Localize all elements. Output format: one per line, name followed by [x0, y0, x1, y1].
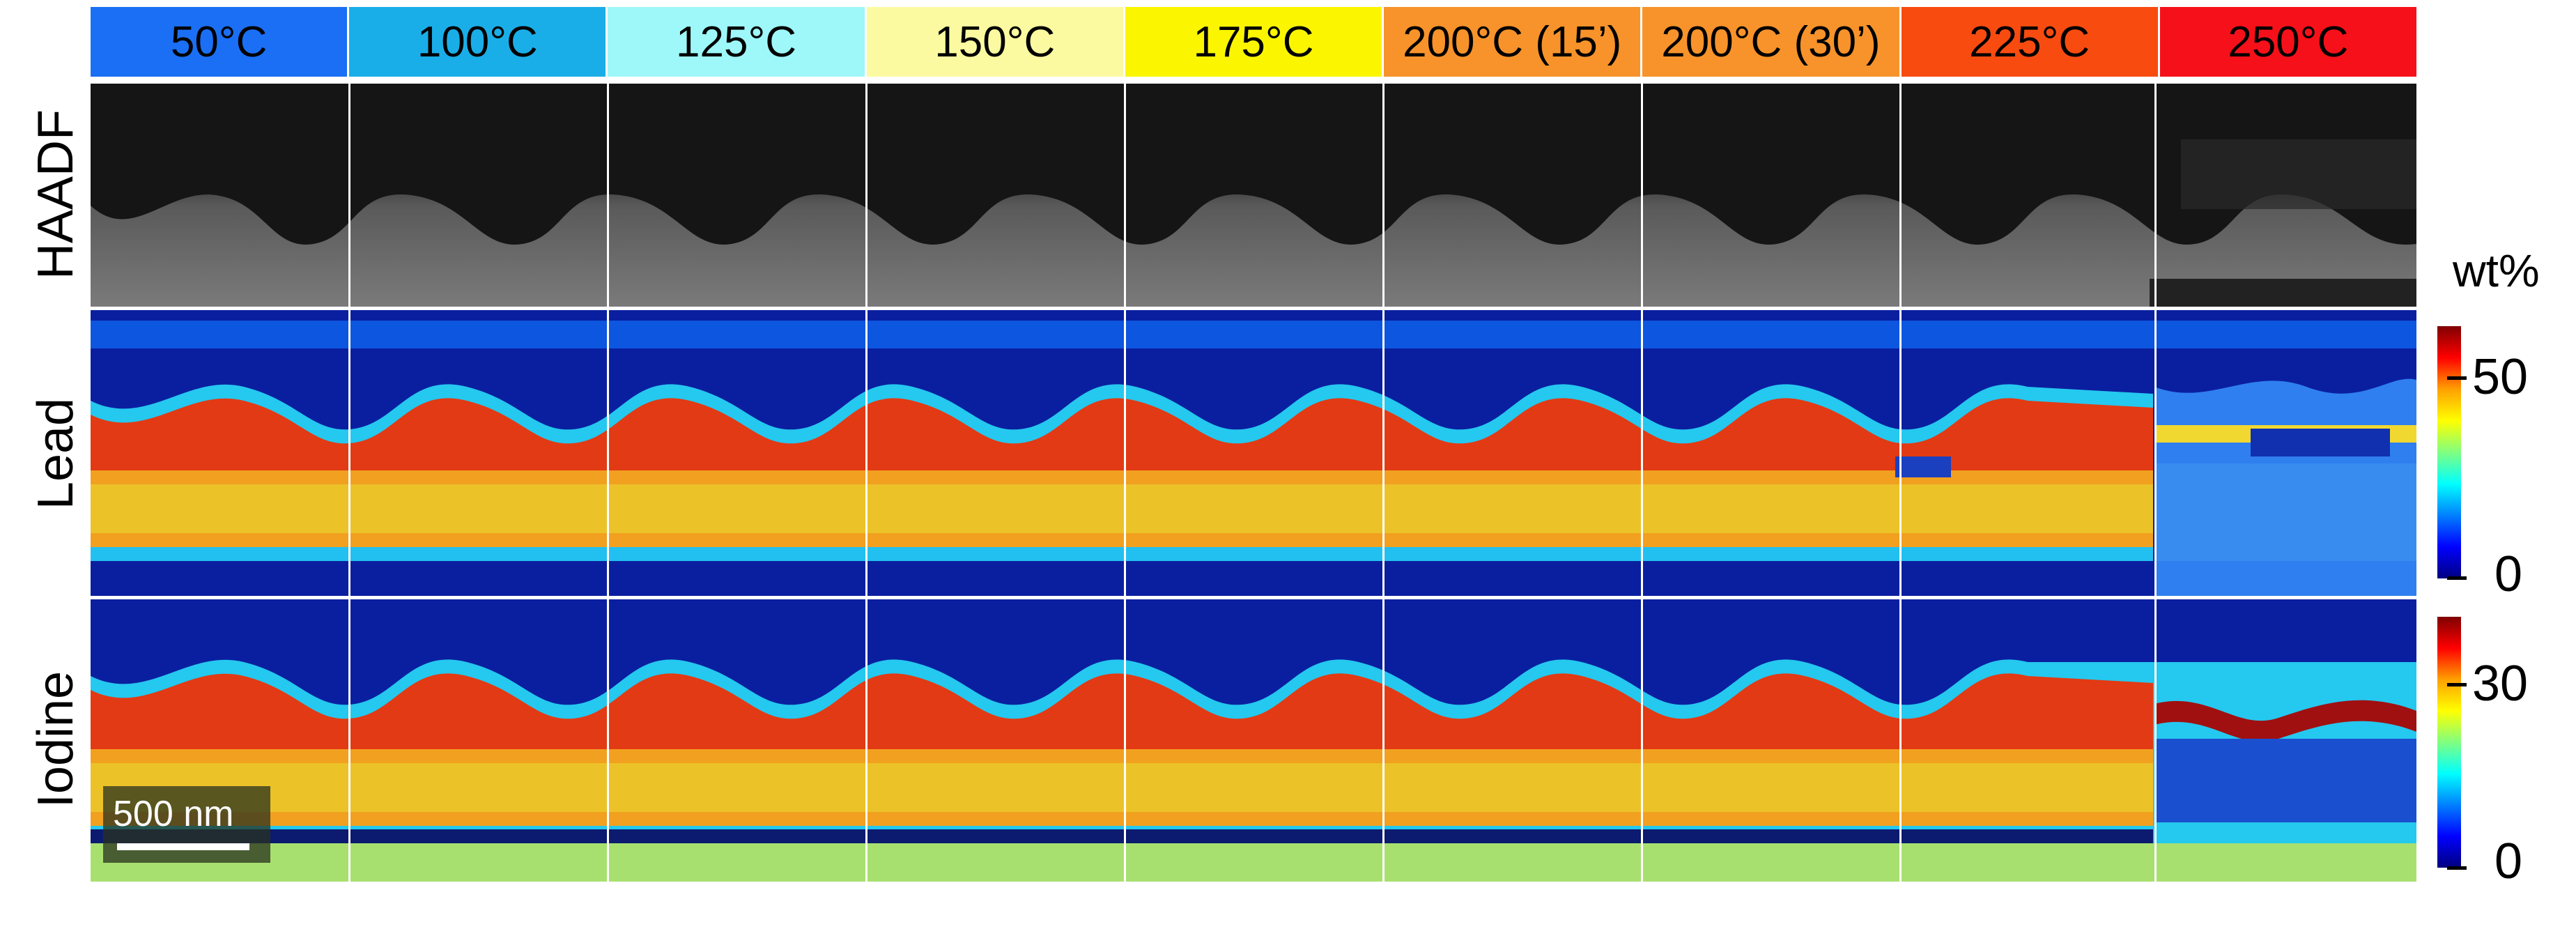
- lead-tick-label-top: 50: [2472, 349, 2529, 405]
- colorbar-unit: wt%: [2453, 245, 2540, 296]
- row-label-haadf: HAADF: [28, 109, 84, 279]
- header-cell: 200°C (15’): [1384, 7, 1643, 77]
- iodine-tick: [2447, 866, 2467, 870]
- header-cell: 175°C: [1125, 7, 1385, 77]
- temperature-header-row: 50°C 100°C 125°C 150°C 175°C 200°C (15’)…: [91, 7, 2416, 77]
- image-grid: [91, 84, 2416, 882]
- column-separator: [1382, 84, 1385, 882]
- header-cell: 200°C (30’): [1642, 7, 1902, 77]
- row-separator: [91, 596, 2416, 599]
- header-cell: 150°C: [866, 7, 1125, 77]
- lead-tick-label-bottom: 0: [2494, 546, 2523, 602]
- column-separator: [1124, 84, 1126, 882]
- header-cell: 225°C: [1901, 7, 2160, 77]
- header-cell: 250°C: [2159, 7, 2416, 77]
- iodine-tick-label-bottom: 0: [2494, 834, 2523, 889]
- scalebar-label: 500 nm: [113, 794, 234, 834]
- row-label-lead: Lead: [28, 397, 84, 510]
- column-separator: [348, 84, 350, 882]
- row-separator: [91, 307, 2416, 310]
- column-separator: [1899, 84, 1902, 882]
- iodine-row-image: [91, 599, 2416, 882]
- column-separator: [2154, 84, 2157, 882]
- haadf-row-image: [91, 84, 2416, 307]
- row-label-iodine: Iodine: [28, 670, 84, 808]
- header-cell: 100°C: [349, 7, 608, 77]
- column-separator: [1641, 84, 1643, 882]
- iodine-tick: [2447, 683, 2467, 686]
- header-cell: 125°C: [608, 7, 867, 77]
- scalebar: [117, 843, 249, 850]
- lead-tick: [2447, 376, 2467, 380]
- lead-tick: [2447, 576, 2467, 580]
- lead-colorbar: [2437, 326, 2461, 578]
- iodine-colorbar: [2437, 617, 2461, 868]
- column-separator: [865, 84, 867, 882]
- column-separator: [607, 84, 609, 882]
- header-cell: 50°C: [91, 7, 350, 77]
- iodine-tick-label-top: 30: [2472, 656, 2529, 712]
- lead-row-image: [91, 310, 2416, 596]
